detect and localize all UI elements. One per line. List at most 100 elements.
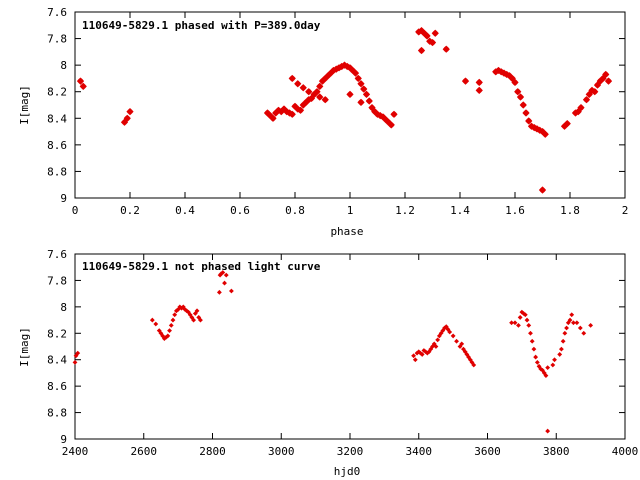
- y-axis-ticks: 7.6 7.8 8 8.2 8.4 8.6 8.8 9: [47, 6, 625, 205]
- y-tick-label: 8.6: [47, 139, 67, 152]
- chart-title: 110649-5829.1 not phased light curve: [82, 260, 321, 273]
- x-tick-label: 0: [72, 204, 79, 217]
- data-point: [153, 321, 159, 327]
- data-point: [516, 93, 525, 101]
- data-point: [560, 338, 566, 344]
- data-point: [454, 338, 459, 344]
- x-tick-label: 2600: [131, 445, 158, 458]
- data-point: [362, 90, 371, 98]
- data-point: [563, 120, 571, 128]
- data-point: [167, 328, 172, 334]
- data-point: [191, 317, 196, 323]
- data-point: [198, 317, 203, 323]
- data-point: [540, 367, 545, 373]
- data-point: [543, 373, 549, 378]
- data-point: [426, 349, 432, 355]
- x-axis-ticks: 2400 2600 2800 3000 3200 3400 3600 3800 4000: [62, 254, 639, 458]
- data-point: [442, 325, 447, 331]
- data-point: [269, 114, 277, 122]
- data-point: [529, 338, 535, 344]
- y-axis-ticks: 7.6 7.8 8 8.2 8.4 8.6 8.8 9: [47, 248, 625, 446]
- data-point: [310, 90, 318, 98]
- data-point: [360, 85, 368, 93]
- data-point: [538, 366, 544, 372]
- data-point: [604, 77, 613, 85]
- data-point: [321, 96, 329, 104]
- x-axis-label: hjd0: [334, 465, 361, 478]
- data-point: [216, 289, 222, 295]
- data-point: [428, 38, 437, 47]
- data-point: [565, 320, 571, 326]
- y-tick-label: 8: [60, 301, 67, 314]
- data-point: [438, 330, 444, 336]
- x-axis-label: phase: [330, 225, 363, 238]
- data-point: [517, 315, 523, 320]
- data-point: [229, 288, 234, 294]
- data-point: [514, 88, 522, 96]
- data-point: [430, 344, 435, 349]
- data-point: [158, 330, 164, 336]
- data-point: [411, 353, 416, 359]
- x-tick-label: 1: [347, 204, 354, 217]
- y-tick-label: 8.4: [47, 112, 67, 125]
- y-tick-label: 8.2: [47, 327, 67, 340]
- data-point: [550, 362, 556, 368]
- x-tick-label: 0.2: [120, 204, 140, 217]
- y-tick-label: 7.8: [47, 33, 67, 46]
- data-point: [357, 80, 365, 88]
- data-point: [461, 77, 470, 85]
- data-point: [175, 307, 181, 312]
- data-point: [288, 110, 296, 118]
- data-point: [528, 330, 533, 336]
- data-point: [588, 322, 594, 328]
- y-tick-label: 9: [60, 433, 67, 446]
- x-tick-label: 2400: [62, 445, 89, 458]
- data-point: [475, 86, 483, 94]
- x-tick-label: 2: [622, 204, 629, 217]
- data-point: [72, 359, 78, 365]
- data-point: [457, 344, 463, 349]
- y-tick-label: 7.8: [47, 274, 67, 287]
- data-point: [521, 311, 526, 316]
- data-point: [512, 320, 518, 326]
- y-tick-label: 8.4: [47, 354, 67, 367]
- data-point: [545, 365, 551, 371]
- y-axis-label: I[mag]: [18, 327, 31, 367]
- data-point: [170, 317, 176, 323]
- data-point: [390, 110, 398, 118]
- data-point: [534, 359, 540, 365]
- data-point: [519, 101, 527, 109]
- data-point: [450, 333, 456, 339]
- data-point: [299, 84, 307, 92]
- data-point: [346, 90, 354, 98]
- data-point: [123, 114, 131, 122]
- x-tick-label: 3800: [543, 445, 570, 458]
- unphased-light-curve-panel: 7.6 7.8 8 8.2 8.4 8.6 8.8 9 2400 2600 2800 3000 320…: [18, 248, 638, 478]
- data-points: [72, 270, 594, 434]
- data-point: [467, 357, 473, 363]
- data-point: [316, 82, 324, 90]
- phased-light-curve-panel: 7.6 7.8 8 8.2 8.4 8.6 8.8 9 0 0.2 0.4 0.6 0.8 1 1.2 1.…: [18, 6, 628, 238]
- data-point: [305, 88, 313, 96]
- data-point: [459, 341, 465, 347]
- data-point: [172, 312, 178, 318]
- data-point: [419, 352, 425, 357]
- data-point: [417, 46, 426, 55]
- data-point: [569, 312, 575, 318]
- chart-title: 110649-5829.1 phased with P=389.0day: [82, 19, 321, 32]
- data-point: [522, 109, 530, 117]
- data-point: [545, 428, 551, 434]
- y-tick-label: 7.6: [47, 6, 67, 19]
- data-point: [192, 311, 198, 316]
- data-point: [435, 337, 441, 343]
- x-tick-label: 0.8: [285, 204, 305, 217]
- data-point: [582, 96, 591, 104]
- data-point: [223, 272, 229, 278]
- x-tick-label: 4000: [612, 445, 639, 458]
- data-point: [296, 106, 305, 114]
- data-point: [526, 322, 532, 328]
- data-point: [533, 354, 539, 360]
- data-point: [443, 324, 449, 330]
- x-tick-label: 3400: [406, 445, 433, 458]
